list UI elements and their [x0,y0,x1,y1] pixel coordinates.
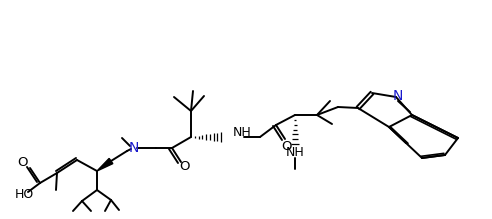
Text: NH: NH [286,145,305,159]
Text: N: N [393,89,403,103]
Text: O: O [17,155,27,168]
Text: O: O [282,140,292,152]
Text: HO: HO [15,189,34,201]
Text: N: N [129,141,139,155]
Polygon shape [97,158,113,171]
Text: NH: NH [233,127,252,140]
Text: O: O [179,161,189,173]
